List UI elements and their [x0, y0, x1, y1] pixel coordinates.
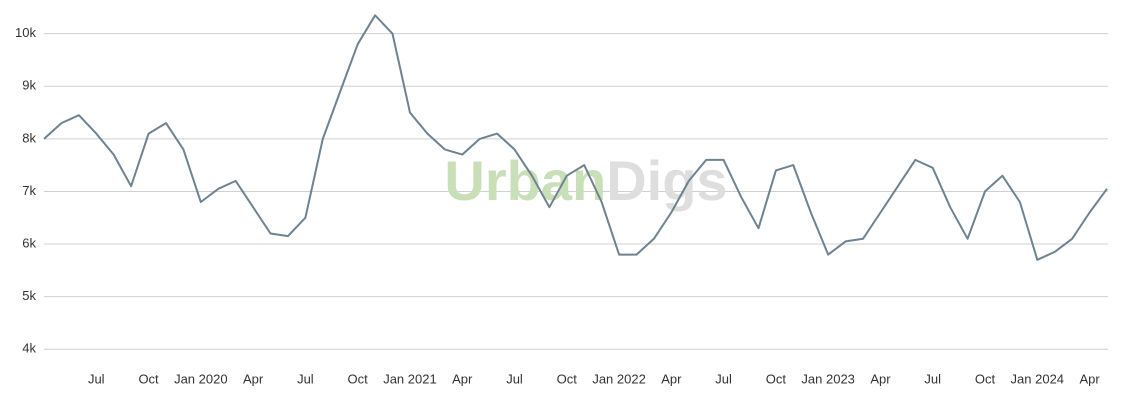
x-tick-label: Oct [348, 371, 369, 386]
x-tick-label: Jul [715, 371, 732, 386]
x-tick-label: Jan 2021 [383, 371, 437, 386]
x-tick-label: Jan 2022 [592, 371, 646, 386]
x-tick-label: Apr [243, 371, 264, 386]
x-tick-label: Jul [297, 371, 314, 386]
x-tick-label: Oct [138, 371, 159, 386]
x-tick-label: Oct [557, 371, 578, 386]
data-line [43, 14, 1108, 261]
y-tick-label: 10k [15, 25, 36, 40]
x-tick-label: Apr [661, 371, 682, 386]
y-tick-label: 5k [22, 288, 36, 303]
x-tick-label: Jul [506, 371, 523, 386]
y-tick-label: 8k [22, 130, 36, 145]
y-tick-label: 4k [22, 341, 36, 356]
watermark: UrbanDigs [444, 149, 727, 212]
y-tick-label: 6k [22, 235, 36, 250]
x-tick-label: Jan 2023 [801, 371, 855, 386]
x-tick-label: Apr [870, 371, 891, 386]
x-tick-label: Oct [766, 371, 787, 386]
x-tick-label: Jul [924, 371, 941, 386]
x-tick-label: Jan 2020 [174, 371, 228, 386]
x-tick-label: Apr [1079, 371, 1100, 386]
x-tick-label: Jan 2024 [1011, 371, 1065, 386]
x-tick-label: Jul [88, 371, 105, 386]
y-tick-label: 9k [22, 78, 36, 93]
watermark-part: Urban [444, 149, 606, 212]
x-tick-label: Oct [975, 371, 996, 386]
watermark-part: Digs [606, 149, 727, 212]
y-tick-label: 7k [22, 183, 36, 198]
x-tick-label: Apr [452, 371, 473, 386]
